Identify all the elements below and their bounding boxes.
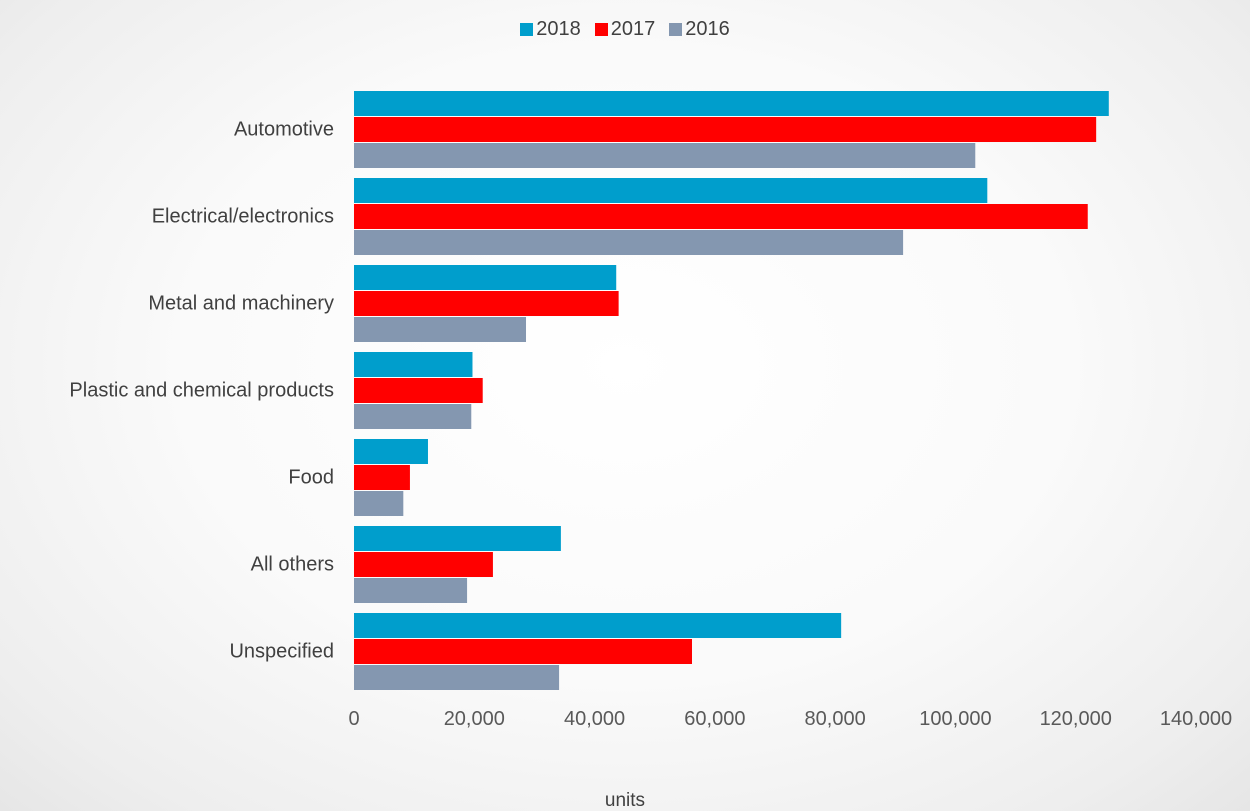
legend-item-2018: 2018: [520, 18, 581, 41]
legend-item-2016: 2016: [669, 18, 730, 41]
legend-swatch-2016: [669, 23, 683, 36]
bar-2018-2: [354, 265, 617, 290]
bar-2016-5: [354, 578, 468, 603]
x-tick-label: 120,000: [1040, 708, 1112, 730]
bar-2016-1: [354, 230, 904, 255]
category-label: Electrical/electronics: [152, 206, 334, 228]
x-tick-label: 20,000: [444, 708, 505, 730]
x-axis-title: units: [605, 790, 645, 811]
bar-2018-3: [354, 352, 473, 377]
x-tick-label: 80,000: [805, 708, 866, 730]
legend-label-2016: 2016: [685, 18, 730, 40]
x-tick-label: 40,000: [564, 708, 625, 730]
legend-label-2017: 2017: [610, 18, 656, 40]
x-tick-label: 60,000: [684, 708, 745, 730]
bar-2017-2: [354, 291, 619, 316]
bar-2017-4: [354, 465, 410, 490]
bar-2018-5: [354, 526, 561, 551]
bar-2018-1: [354, 178, 988, 203]
category-label: Plastic and chemical products: [69, 380, 334, 402]
bar-2018-0: [354, 91, 1109, 116]
bar-2017-1: [354, 204, 1088, 229]
legend-swatch-2017: [594, 23, 608, 36]
x-tick-label: 100,000: [919, 708, 991, 730]
bar-2017-6: [354, 639, 693, 664]
category-label: Automotive: [234, 119, 334, 141]
bar-2016-2: [354, 317, 527, 342]
x-tick-label: 140,000: [1160, 708, 1232, 730]
legend-label-2018: 2018: [536, 18, 581, 40]
legend-item-2017: 2017: [594, 18, 656, 41]
category-label: Unspecified: [229, 641, 334, 663]
bar-2016-3: [354, 404, 472, 429]
bar-2016-4: [354, 491, 404, 516]
bar-2018-6: [354, 613, 842, 638]
bar-2016-6: [354, 665, 560, 690]
category-label: Food: [288, 467, 334, 489]
bar-2017-5: [354, 552, 493, 577]
chart-legend: 2018 2017 2016: [0, 18, 1250, 41]
category-label: All others: [251, 554, 334, 576]
legend-swatch-2018: [520, 23, 534, 36]
category-label: Metal and machinery: [148, 293, 334, 315]
bar-2017-0: [354, 117, 1097, 142]
x-tick-label: 0: [348, 708, 359, 730]
bar-2017-3: [354, 378, 483, 403]
bar-2018-4: [354, 439, 428, 464]
bar-2016-0: [354, 143, 976, 168]
